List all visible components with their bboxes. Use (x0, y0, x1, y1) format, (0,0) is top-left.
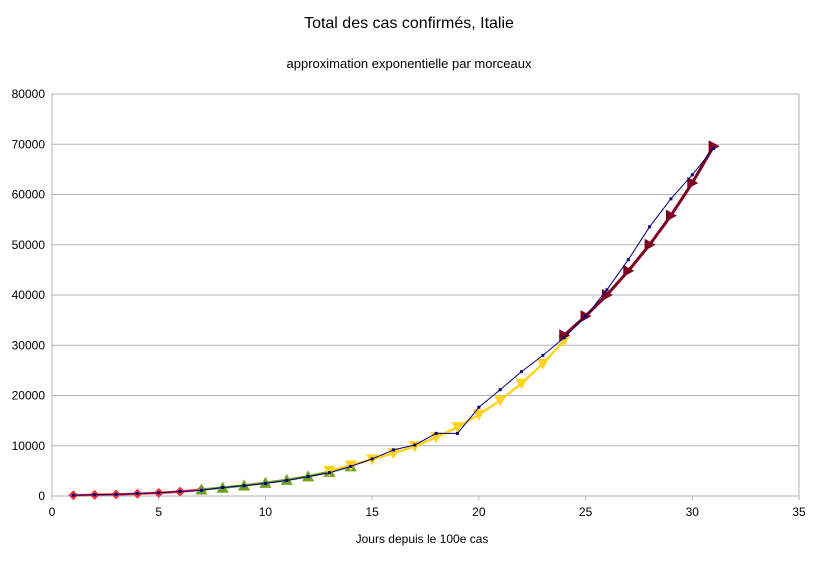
x-tick-label: 25 (579, 505, 593, 519)
data-point (327, 471, 331, 475)
chart-subtitle: approximation exponentielle par morceaux (286, 56, 532, 71)
data-point (494, 395, 507, 407)
x-tick-label: 35 (792, 505, 806, 519)
data-point (687, 176, 699, 189)
data-point (391, 448, 395, 452)
y-tick-label: 30000 (12, 338, 46, 352)
x-tick-label: 15 (365, 505, 379, 519)
series-2 (195, 460, 357, 495)
y-tick-label: 20000 (12, 389, 46, 403)
x-tick-label: 5 (155, 505, 162, 519)
data-point (306, 475, 310, 479)
data-point (515, 378, 528, 390)
data-point (605, 288, 609, 292)
data-point (708, 140, 720, 153)
data-point (623, 264, 635, 277)
series-5 (71, 146, 716, 497)
series-lines (68, 140, 720, 501)
data-point (71, 493, 75, 497)
data-point (157, 491, 161, 495)
data-point (413, 443, 417, 447)
y-tick-label: 40000 (12, 288, 46, 302)
data-point (434, 431, 438, 435)
tick-labels: 0 10000 20000 30000 40000 50000 60000 70000 8000… (12, 87, 806, 519)
data-point (669, 197, 673, 201)
series-line (328, 338, 566, 473)
data-point (644, 238, 656, 251)
y-tick-label: 10000 (12, 439, 46, 453)
data-point (370, 457, 374, 461)
data-point (559, 329, 571, 342)
data-point (199, 488, 203, 492)
data-point (114, 492, 118, 496)
data-point (408, 441, 421, 453)
data-point (520, 370, 524, 374)
series-3 (323, 335, 571, 477)
series-line (72, 147, 715, 496)
data-point (178, 490, 182, 494)
data-point (536, 358, 549, 370)
chart-title: Total des cas confirmés, Italie (304, 15, 514, 32)
data-point (472, 409, 485, 421)
data-point (541, 353, 545, 357)
data-point (562, 336, 566, 340)
data-point (135, 492, 139, 496)
data-point (477, 405, 481, 409)
data-point (263, 481, 267, 485)
data-point (93, 493, 97, 497)
y-tick-label: 70000 (12, 137, 46, 151)
data-point (712, 146, 716, 150)
x-tick-label: 30 (686, 505, 700, 519)
data-point (690, 173, 694, 177)
data-point (648, 225, 652, 229)
data-point (584, 315, 588, 319)
data-point (221, 485, 225, 489)
data-point (456, 431, 460, 435)
x-tick-label: 20 (472, 505, 486, 519)
y-tick-label: 60000 (12, 188, 46, 202)
data-point (498, 388, 502, 392)
x-tick-label: 0 (49, 505, 56, 519)
y-tick-label: 80000 (12, 87, 46, 101)
y-tick-label: 50000 (12, 238, 46, 252)
data-point (349, 464, 353, 468)
x-tick-label: 10 (259, 505, 273, 519)
data-point (285, 478, 289, 482)
data-point (626, 258, 630, 262)
data-point (665, 209, 677, 222)
y-tick-label: 0 (38, 489, 45, 503)
data-point (242, 484, 246, 488)
data-point (451, 422, 464, 434)
x-axis-label: Jours depuis le 100e cas (355, 532, 489, 546)
